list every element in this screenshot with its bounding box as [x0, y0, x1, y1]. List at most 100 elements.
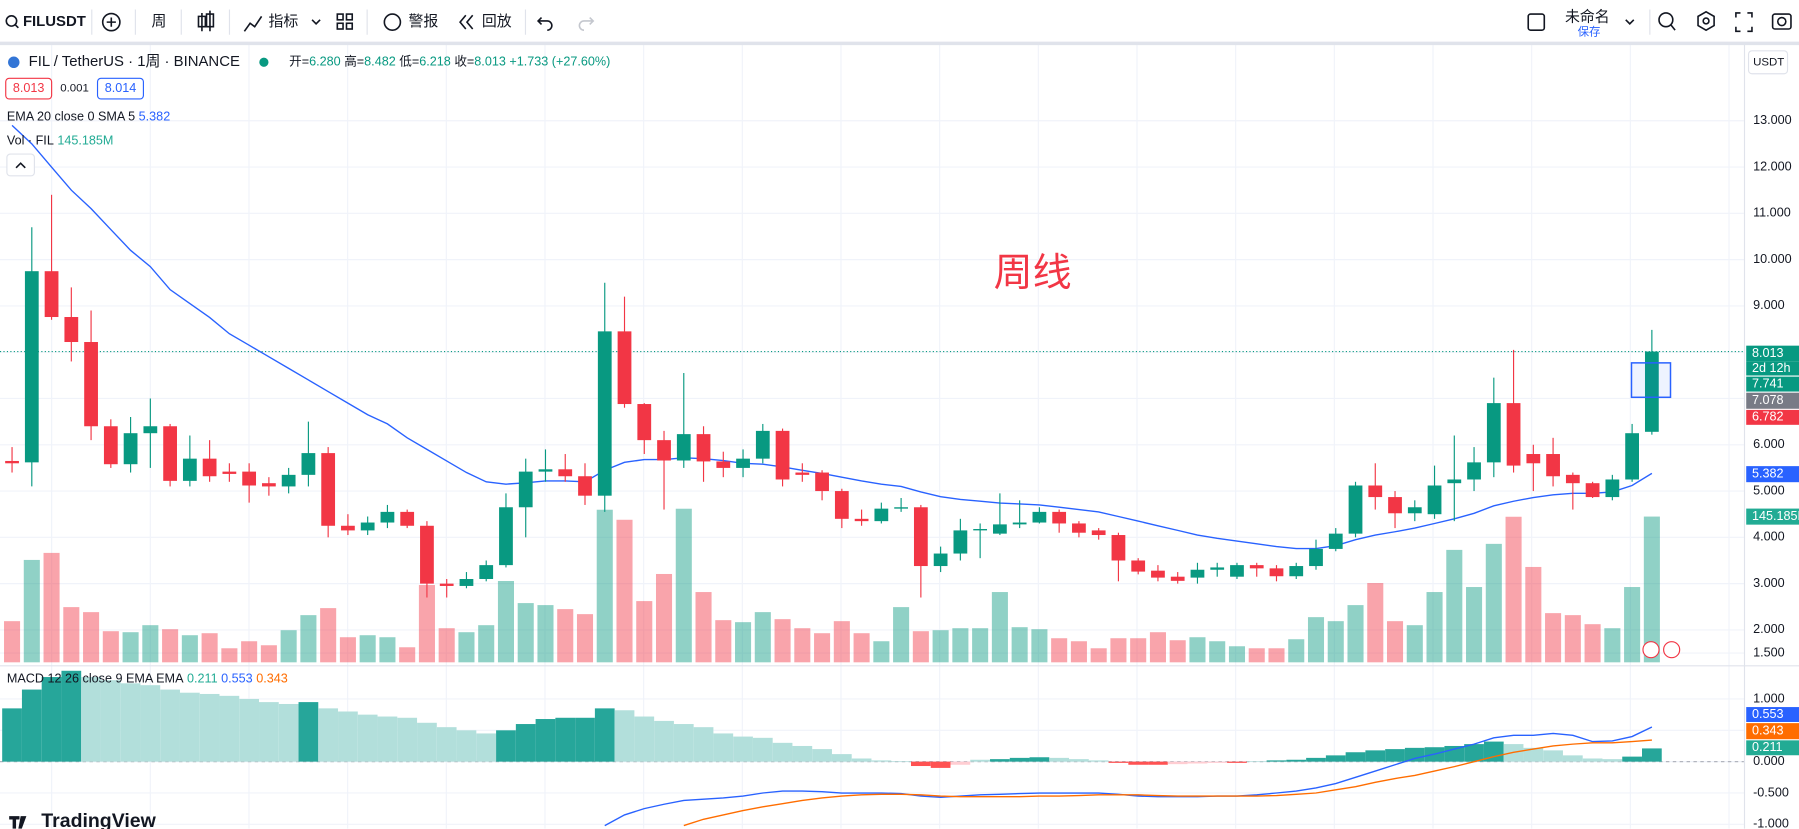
candle-body [736, 458, 750, 468]
candle-body [518, 471, 533, 508]
volume-bar [1011, 627, 1028, 663]
bid[interactable]: 8.013 [13, 81, 45, 95]
y-tick-label: 6.000 [1753, 437, 1785, 451]
chart-type[interactable] [197, 10, 215, 32]
price-badge [1746, 361, 1799, 376]
volume-bar [181, 635, 198, 663]
price-badge [1746, 376, 1799, 392]
pair: FIL / TetherUS · 1周 · BINANCE [29, 53, 240, 70]
event-flag[interactable] [1663, 641, 1681, 659]
bid-box[interactable] [5, 77, 53, 100]
replay[interactable]: 回放 [482, 13, 512, 30]
candle-body [439, 583, 454, 586]
price-badge [1746, 466, 1799, 483]
quick-search[interactable] [1658, 12, 1674, 28]
currency[interactable]: USDT [1753, 56, 1784, 68]
macd-histogram-bar [1483, 741, 1504, 762]
macd-histogram-bar [397, 717, 418, 762]
y-tick-label: 2.000 [1753, 622, 1785, 636]
candle-body [1072, 523, 1086, 533]
candle-body [1131, 560, 1146, 572]
macd-histogram-bar [160, 689, 180, 762]
redo[interactable] [578, 16, 595, 31]
layouts[interactable] [336, 13, 344, 21]
fullscreen-toggle[interactable] [1527, 13, 1546, 31]
volume-bar [1545, 613, 1562, 663]
macd-histogram-bar [1246, 761, 1267, 762]
spread: 0.001 [60, 83, 89, 95]
candle-body [262, 483, 276, 487]
macd-histogram-bar [1108, 761, 1129, 763]
candle-body [84, 342, 98, 427]
macd-histogram-bar [338, 711, 358, 762]
snapshot[interactable] [1771, 13, 1792, 30]
layout-name[interactable]: 未命名 [1565, 7, 1610, 25]
volume-bar [379, 637, 396, 663]
interval[interactable]: 周 [151, 13, 166, 30]
currency-box[interactable] [1747, 50, 1789, 75]
symbol[interactable]: FILUSDT [23, 14, 86, 30]
candle-body [1348, 485, 1363, 534]
event-flag[interactable] [1642, 641, 1660, 659]
macd-histogram-bar [654, 720, 674, 762]
undo[interactable] [536, 16, 553, 31]
macd-histogram-bar [575, 717, 595, 762]
macd-histogram-bar [1622, 756, 1642, 762]
candle-body [657, 440, 671, 461]
drawing-rectangle[interactable] [1630, 362, 1672, 399]
macd-histogram-bar [1266, 760, 1287, 762]
candle-body [1506, 403, 1521, 466]
ema-legend: EMA 20 close 0 SMA 5 5.382 [7, 110, 170, 124]
vol-value: 145.185M [57, 134, 113, 148]
save[interactable]: 保存 [1578, 24, 1601, 38]
macd-histogram-bar [456, 730, 477, 762]
price-badge [1746, 409, 1799, 425]
macd-histogram-bar [515, 724, 536, 762]
candle-body [1289, 566, 1304, 577]
price-badge [1746, 345, 1799, 362]
candle-body [1625, 433, 1639, 480]
macd-histogram-bar [1385, 749, 1405, 762]
search-icon[interactable] [5, 15, 18, 27]
volume-bar [1466, 587, 1483, 663]
volume-bar [280, 630, 297, 663]
candle-body [24, 271, 39, 463]
collapse-button[interactable] [6, 153, 35, 177]
settings[interactable] [1697, 10, 1715, 32]
candle-body [1190, 569, 1205, 578]
candle-body [1249, 565, 1264, 569]
volume-bar [497, 581, 514, 663]
alert-icon[interactable] [383, 13, 402, 31]
dropdown[interactable] [311, 19, 321, 25]
price-badge [1746, 707, 1799, 722]
volume-bar [1564, 615, 1581, 663]
indicators[interactable]: 指标 [268, 13, 298, 30]
volume-bar [1288, 639, 1305, 663]
candle-body [993, 524, 1007, 534]
plot [0, 124, 1744, 827]
alert[interactable]: 警报 [408, 13, 438, 30]
ask-box[interactable] [96, 77, 144, 100]
dropdown[interactable] [1625, 19, 1635, 25]
macd-histogram-bar [2, 708, 22, 762]
volume-bar [932, 630, 949, 663]
candle-body [716, 461, 731, 468]
candle-body [1447, 479, 1462, 484]
y-tick-label: 13.000 [1753, 113, 1792, 127]
candle-body [1032, 511, 1047, 523]
fullscreen[interactable] [1735, 12, 1753, 33]
candle-body [1170, 576, 1185, 581]
candle-body [953, 530, 968, 554]
replay-icon[interactable] [459, 14, 474, 30]
price-badge [1746, 740, 1799, 756]
candle-body [5, 460, 19, 464]
macd-histogram-bar [436, 727, 457, 762]
candle-body [1427, 485, 1442, 515]
ask[interactable]: 8.014 [105, 81, 137, 95]
toolbar-bg [0, 0, 1799, 43]
volume-bar [695, 592, 712, 663]
candle-body [459, 579, 474, 586]
toolbar: FILUSDT 周 指标 警报 回放 未命名 保存 [0, 0, 1799, 46]
indicators-icon[interactable] [243, 15, 263, 32]
add-symbol[interactable] [101, 12, 121, 32]
